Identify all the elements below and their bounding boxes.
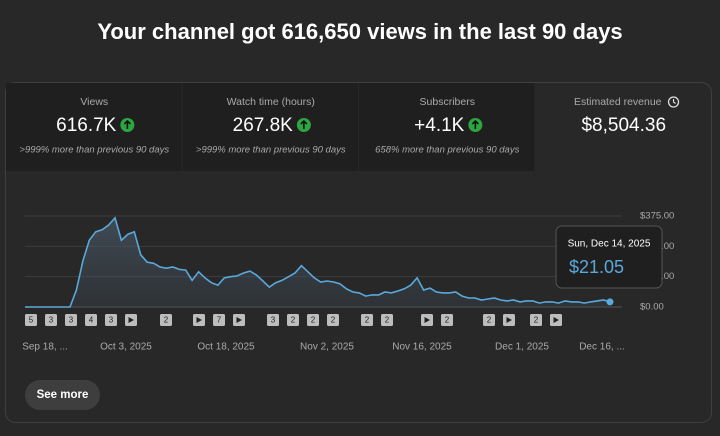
marker [267,314,279,326]
marker [381,314,393,326]
marker-label: 2 [385,316,390,325]
marker [307,314,319,326]
marker [441,314,453,326]
metric-label: Watch time (hours) [227,96,315,108]
metric-label: Estimated revenue [574,96,662,108]
x-tick-label: Nov 16, 2025 [392,342,452,353]
see-more-label[interactable]: See more [37,389,89,401]
marker-label: 5 [29,316,34,325]
metric-card [6,83,182,171]
tooltip [555,225,663,289]
marker-label: 2 [311,316,316,325]
metric-label: Views [80,96,108,108]
see-more-button[interactable] [25,380,100,410]
marker-label: 2 [164,316,169,325]
marker-label: 2 [365,316,370,325]
y-tick-label: $0.00 [640,302,664,313]
x-tick-label: Oct 3, 2025 [100,342,152,353]
marker [530,314,542,326]
marker [105,314,117,326]
marker-label: 7 [217,316,222,325]
trend-arrow [471,119,479,129]
marker [287,314,299,326]
marker-video-icon [236,317,242,323]
marker [361,314,373,326]
marker-video-icon [553,317,559,323]
marker-label: 3 [69,316,74,325]
x-tick-label: Oct 18, 2025 [197,342,255,353]
marker-video-icon [424,317,430,323]
tooltip-value: $21.05 [569,257,624,277]
marker-label: 3 [109,316,114,325]
tooltip-date: Sun, Dec 14, 2025 [568,239,651,250]
metric-value: $8,504.36 [581,115,666,136]
x-tick-label: Dec 16, ... [579,342,625,353]
marker [213,314,225,326]
panel [5,82,712,423]
marker-label: 3 [271,316,276,325]
marker [483,314,495,326]
area [25,217,610,307]
page-title: Your channel got 616,650 views in the la… [97,19,622,44]
x-tick-label: Sep 18, ... [22,342,68,353]
point [606,298,614,306]
marker [25,314,37,326]
marker-label: 2 [291,316,296,325]
marker [65,314,77,326]
metric-label: Subscribers [420,96,475,108]
marker-video-icon [128,317,134,323]
marker [327,314,339,326]
x-tick-label: Dec 1, 2025 [495,342,549,353]
marker-label: 2 [331,316,336,325]
marker-video-icon [506,317,512,323]
metric-value: +4.1K [414,115,465,136]
marker [160,314,172,326]
info-icon-hand [672,99,676,104]
y-tick-label: $375.00 [640,211,674,222]
info-icon [667,96,680,108]
line [25,216,611,308]
metric-value: 267.8K [233,115,294,136]
marker-label: 2 [445,316,450,325]
marker-label: 2 [534,316,539,325]
marker [45,314,57,326]
marker [85,314,97,326]
metric-comparison: >999% more than previous 90 days [19,145,169,156]
marker-video-icon [196,317,202,323]
metric-card [359,83,535,171]
metric-value: 616.7K [56,115,117,136]
metric-comparison: >999% more than previous 90 days [196,145,346,156]
x-tick-label: Nov 2, 2025 [300,342,354,353]
marker-label: 3 [49,316,54,325]
marker-label: 4 [89,316,94,325]
metric-card [182,83,358,171]
marker-label: 2 [487,316,492,325]
trend-arrow [300,119,308,129]
trend-arrow [123,119,131,129]
metric-comparison: 658% more than previous 90 days [375,145,519,156]
